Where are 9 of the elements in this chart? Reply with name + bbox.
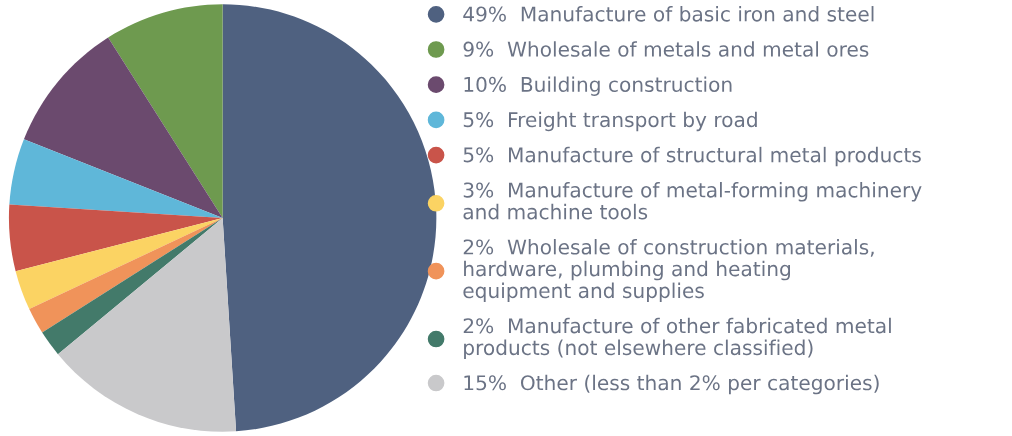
legend-label: 5% Manufacture of structural metal products	[463, 146, 921, 167]
legend-label: 9% Wholesale of metals and metal ores	[463, 41, 869, 57]
legend-label: 2% Manufacture of other fabricated metal products (not elsewhere classified)	[463, 317, 891, 360]
legend-label: 5% Freight transport by road	[463, 111, 757, 132]
legend-label: 10% Building construction	[464, 76, 732, 96]
legend-label: 49% Manufacture of basic iron and steel	[463, 6, 874, 22]
legend-label: 3% Manufacture of metal-forming machinery and machine tools	[463, 182, 922, 220]
legend-label: 2% Wholesale of construction materials, hardware, plumbing and heating equipment and supplies	[463, 239, 874, 303]
legend-label: 15% Other (less than 2% per categories)	[464, 374, 879, 395]
